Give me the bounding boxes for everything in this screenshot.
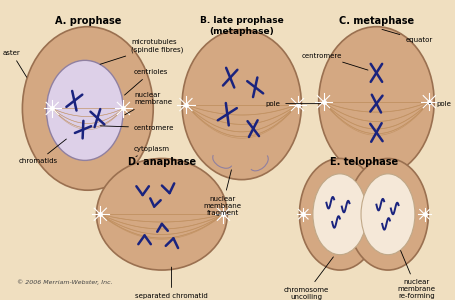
Text: nuclear
membrane: nuclear membrane [125, 92, 172, 115]
Text: B. late prophase
(metaphase): B. late prophase (metaphase) [200, 16, 283, 36]
Text: E. telophase: E. telophase [330, 157, 398, 166]
Text: nuclear
membrane
fragment: nuclear membrane fragment [203, 170, 242, 216]
Ellipse shape [182, 30, 301, 180]
Text: C. metaphase: C. metaphase [339, 16, 414, 26]
Text: separated chromatid: separated chromatid [135, 267, 208, 299]
Text: centrioles: centrioles [125, 69, 168, 95]
Ellipse shape [361, 174, 415, 255]
Ellipse shape [348, 158, 428, 270]
Ellipse shape [313, 174, 367, 255]
Text: centromere: centromere [100, 125, 174, 131]
Text: nuclear
membrane
re-forming: nuclear membrane re-forming [398, 250, 436, 299]
Text: microtubules
(spindle fibres): microtubules (spindle fibres) [100, 39, 183, 64]
Ellipse shape [318, 27, 434, 177]
Text: pole: pole [430, 100, 451, 106]
Ellipse shape [96, 158, 228, 270]
Text: pole: pole [265, 100, 321, 106]
Ellipse shape [299, 158, 380, 270]
Text: A. prophase: A. prophase [55, 16, 121, 26]
Text: D. anaphase: D. anaphase [128, 157, 196, 166]
Text: equator: equator [382, 29, 433, 43]
Text: cytoplasm: cytoplasm [134, 146, 170, 157]
Text: chromosome
uncoiling: chromosome uncoiling [283, 257, 334, 300]
Text: chromatids: chromatids [19, 139, 66, 164]
Ellipse shape [22, 27, 153, 190]
Text: © 2006 Merriam-Webster, Inc.: © 2006 Merriam-Webster, Inc. [17, 280, 112, 286]
Ellipse shape [46, 60, 123, 160]
Text: centromere: centromere [301, 52, 368, 70]
Text: aster: aster [3, 50, 27, 77]
